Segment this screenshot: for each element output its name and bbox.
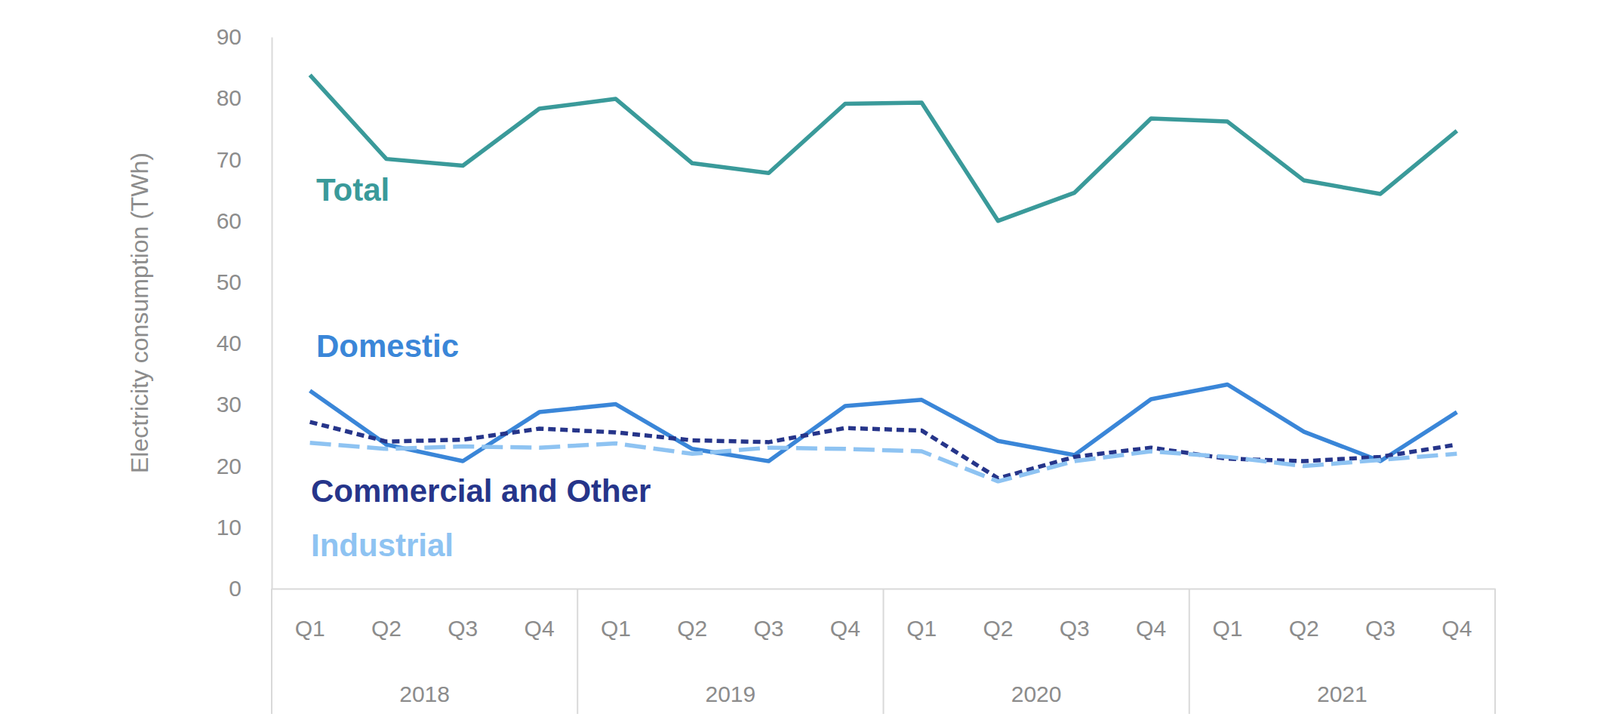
y-axis: 0 10 20 30 40 50 60 70 80 90 <box>216 24 273 601</box>
group-label: 2020 <box>1011 681 1062 707</box>
y-tick: 90 <box>216 24 272 50</box>
background <box>0 0 1600 726</box>
y-axis-title: Electricity consumption (TWh) <box>126 152 154 474</box>
series-label: Commercial and Other <box>310 473 651 509</box>
y-tick-label: 0 <box>228 575 242 601</box>
y-tick: 80 <box>216 85 272 111</box>
x-tick: Q4 <box>830 588 861 641</box>
y-tick-label: 10 <box>216 514 242 540</box>
y-tick: 0 <box>228 575 272 601</box>
x-tick: Q1 <box>600 588 631 641</box>
x-tick-label: Q1 <box>295 615 326 641</box>
y-tick: 70 <box>216 147 272 173</box>
y-tick: 60 <box>216 208 272 234</box>
x-tick: Q3 <box>1059 588 1090 641</box>
y-tick-label: 30 <box>216 391 242 417</box>
y-tick-label: 70 <box>216 147 242 173</box>
series-label: Industrial <box>310 527 454 564</box>
series-line <box>310 74 1458 221</box>
x-tick-label: Q3 <box>1365 615 1396 641</box>
y-tick: 10 <box>216 514 272 540</box>
x-tick-label: Q3 <box>753 615 785 641</box>
x-tick-label: Q1 <box>1212 615 1243 641</box>
x-tick: Q2 <box>982 588 1013 641</box>
x-tick: Q1 <box>1212 588 1243 641</box>
x-tick: Q2 <box>1289 588 1320 641</box>
y-tick-label: 40 <box>216 330 242 356</box>
x-tick-label: Q3 <box>447 615 478 641</box>
group-separator <box>1188 588 1191 714</box>
y-tick: 40 <box>216 330 272 356</box>
group-separator <box>883 588 885 714</box>
x-tick-label: Q3 <box>1059 615 1090 641</box>
x-tick: Q4 <box>524 588 555 641</box>
x-tick: Q1 <box>906 588 937 641</box>
group-label: 2019 <box>705 681 757 707</box>
x-tick: Q1 <box>295 588 326 641</box>
x-tick-label: Q4 <box>1441 615 1472 641</box>
x-tick: Q4 <box>1135 588 1167 641</box>
x-tick-label: Q2 <box>676 615 708 641</box>
x-tick-label: Q4 <box>1135 615 1167 641</box>
x-tick: Q2 <box>676 588 708 641</box>
x-tick-label: Q1 <box>600 615 631 641</box>
y-tick: 20 <box>216 453 272 479</box>
group-separator <box>576 588 579 714</box>
x-tick-label: Q1 <box>906 615 937 641</box>
x-tick: Q3 <box>447 588 478 641</box>
group-label: 2018 <box>399 681 450 707</box>
chart: 0 10 20 30 40 50 60 70 80 90 Q1 Q2 Q3 Q4 Q1 Q2 Q3 Q4 Q1 Q2 Q… <box>0 0 1600 726</box>
series-label: Domestic <box>316 328 459 364</box>
y-tick-label: 80 <box>216 85 242 111</box>
lines <box>310 74 1458 482</box>
y-tick: 30 <box>216 391 272 417</box>
y-tick-label: 50 <box>216 269 242 295</box>
x-tick-label: Q4 <box>524 615 555 641</box>
x-tick: Q2 <box>371 588 402 641</box>
x-tick-label: Q2 <box>1289 615 1320 641</box>
series-label: Total <box>316 172 390 208</box>
y-tick-label: 90 <box>216 24 242 50</box>
x-tick-label: Q2 <box>982 615 1013 641</box>
group-separator <box>270 588 273 714</box>
y-tick-label: 20 <box>216 453 242 479</box>
x-tick-label: Q4 <box>830 615 861 641</box>
y-tick-label: 60 <box>216 208 242 234</box>
series-labels: Total Domestic Commercial and Other Industr… <box>310 172 651 564</box>
group-separator <box>1494 588 1496 714</box>
x-tick: Q3 <box>1365 588 1396 641</box>
group-label: 2021 <box>1316 681 1368 707</box>
x-tick-label: Q2 <box>371 615 402 641</box>
x-tick: Q4 <box>1441 588 1472 641</box>
x-tick: Q3 <box>753 588 785 641</box>
y-tick: 50 <box>216 269 272 295</box>
category-groups: 2018 2019 2020 2021 <box>271 588 1496 714</box>
y-axis-line <box>271 37 274 590</box>
